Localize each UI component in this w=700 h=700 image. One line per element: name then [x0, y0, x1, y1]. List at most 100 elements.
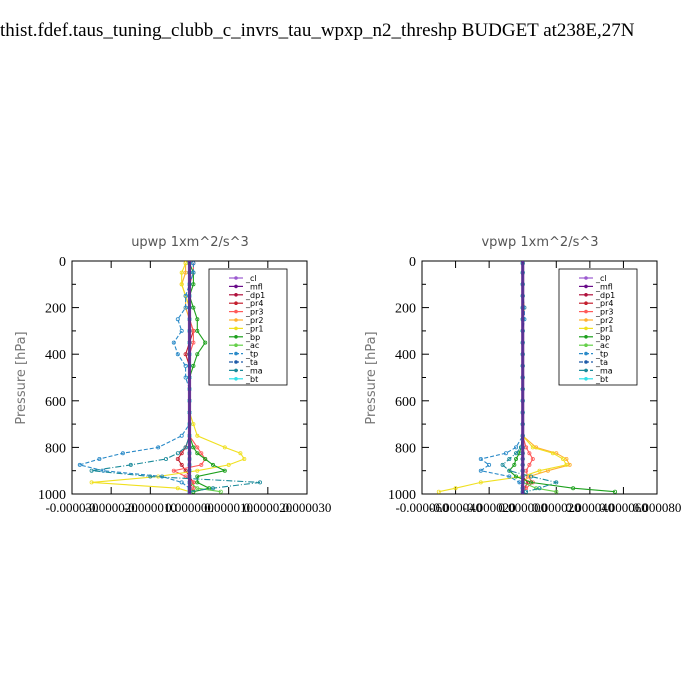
y-tick-label: 1000 — [38, 488, 66, 503]
data-point — [183, 375, 188, 380]
legend-label: _mfl — [595, 282, 613, 291]
legend-marker — [584, 335, 588, 339]
y-tick-label: 400 — [45, 348, 66, 363]
data-point — [195, 352, 200, 357]
data-point — [183, 261, 188, 266]
data-point — [514, 456, 519, 461]
legend-marker — [234, 284, 238, 289]
data-point — [530, 456, 535, 461]
x-tick-label: -0.000040 — [429, 500, 482, 515]
chart-title-upwp: upwp 1xm^2/s^3 — [131, 235, 249, 250]
data-point — [89, 480, 94, 485]
x-tick-label: 0.000080 — [633, 500, 682, 515]
data-point — [191, 261, 196, 266]
data-point — [195, 451, 200, 456]
data-point — [179, 480, 184, 485]
data-point — [199, 462, 204, 467]
legend-label: _ac — [245, 341, 259, 350]
data-point — [175, 352, 180, 357]
data-point — [500, 462, 505, 467]
page-title: thist.fdef.taus_tuning_clubb_c_invrs_tau… — [0, 20, 635, 41]
x-tick-label: -0.000020 — [85, 500, 138, 515]
data-point — [478, 456, 483, 461]
data-point — [210, 486, 215, 491]
legend-label: _pr1 — [245, 324, 263, 333]
x-tick-label: 0.000010 — [204, 500, 253, 515]
data-point — [191, 305, 196, 310]
data-point — [507, 468, 512, 473]
data-point — [175, 456, 180, 461]
data-point — [77, 462, 82, 467]
legend-marker — [234, 360, 238, 364]
legend-label: _ta — [595, 358, 608, 367]
data-point — [195, 317, 200, 322]
data-point — [175, 451, 180, 456]
legend-label: _pr2 — [595, 316, 613, 325]
data-point — [527, 474, 532, 479]
y-tick-label: 0 — [59, 255, 66, 270]
legend-label: _pr4 — [245, 299, 263, 308]
data-point — [222, 468, 227, 473]
legend-box-upwp — [208, 268, 288, 386]
data-point — [191, 422, 196, 427]
data-point — [453, 486, 458, 491]
y-tick-label: 400 — [395, 348, 416, 363]
data-point — [191, 445, 196, 450]
y-axis-label-upwp: Pressure [hPa] — [14, 331, 29, 424]
data-point — [478, 480, 483, 485]
data-point — [163, 456, 168, 461]
data-point — [195, 474, 200, 479]
data-point — [530, 445, 535, 450]
legend-marker — [584, 360, 588, 364]
y-tick-label: 200 — [45, 302, 66, 317]
legend-marker — [584, 377, 588, 381]
data-point — [195, 480, 200, 485]
legend-marker — [584, 368, 588, 373]
data-point — [238, 451, 243, 456]
data-point — [97, 456, 102, 461]
legend-marker — [584, 343, 588, 348]
data-point — [183, 445, 188, 450]
series-line-ma — [501, 263, 559, 493]
legend-marker — [584, 318, 588, 322]
legend-marker — [234, 343, 238, 348]
x-tick-label: 0.000040 — [565, 500, 614, 515]
data-point — [191, 270, 196, 275]
data-point — [191, 340, 196, 345]
data-point — [242, 456, 247, 461]
legend-marker — [234, 301, 238, 306]
data-point — [179, 433, 184, 438]
data-point — [613, 489, 618, 494]
data-point — [203, 340, 208, 345]
x-tick-label: -0.000010 — [124, 500, 177, 515]
data-point — [183, 305, 188, 310]
data-point — [527, 462, 532, 467]
data-point — [183, 363, 188, 368]
legend-label: _pr1 — [595, 324, 613, 333]
x-tick-label: -0.000030 — [45, 500, 98, 515]
data-point — [195, 433, 200, 438]
data-point — [218, 489, 223, 494]
data-point — [564, 462, 569, 467]
legend-label: _bt — [595, 375, 608, 384]
legend-label: _pr4 — [595, 299, 613, 308]
legend-label: _ma — [595, 366, 613, 375]
x-tick-label: 0.000030 — [283, 500, 332, 515]
data-point — [537, 486, 542, 491]
data-point — [527, 451, 532, 456]
y-tick-label: 800 — [45, 441, 66, 456]
data-point — [175, 317, 180, 322]
legend-marker — [584, 284, 588, 289]
data-point — [507, 456, 512, 461]
legend-label: _pr3 — [245, 308, 263, 317]
data-point — [203, 456, 208, 461]
legend-label: _tp — [245, 350, 258, 359]
x-tick-label: -0.000060 — [395, 500, 448, 515]
data-point — [529, 474, 534, 479]
x-tick-label: 0.000000 — [165, 500, 214, 515]
legend-label: _pr3 — [595, 308, 613, 317]
legend-label: _ac — [595, 341, 609, 350]
data-point — [156, 445, 161, 450]
data-point — [171, 340, 176, 345]
y-axis-label-vpwp: Pressure [hPa] — [364, 331, 379, 424]
